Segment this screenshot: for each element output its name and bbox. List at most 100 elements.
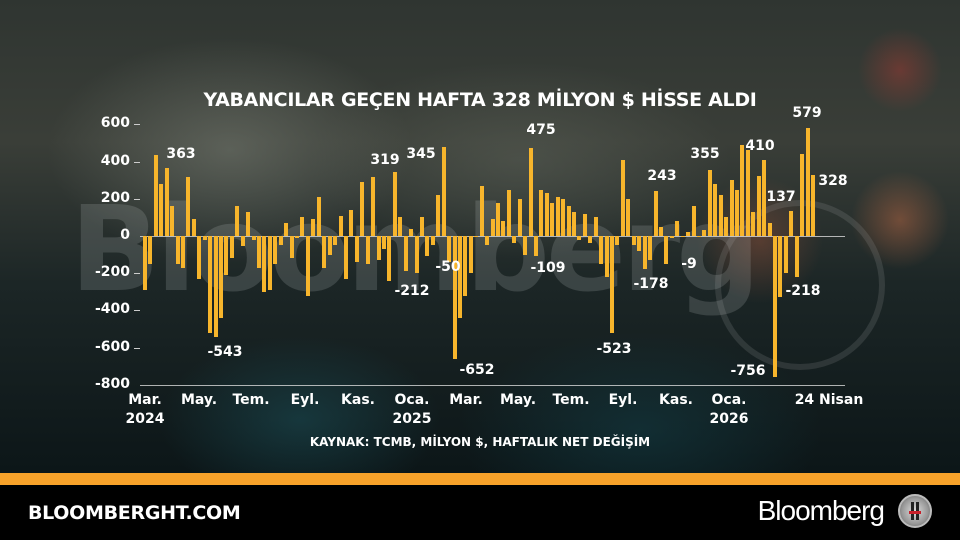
data-label: -523: [596, 341, 632, 357]
brand-name: Bloomberg: [757, 495, 885, 526]
data-label: 345: [406, 146, 436, 162]
ht-logo-icon: [898, 494, 932, 528]
bar: [414, 236, 419, 274]
bar: [186, 177, 191, 236]
bar: [620, 159, 625, 236]
zero-line: [140, 236, 845, 237]
data-label: -50: [435, 259, 461, 275]
y-tick-mark: [134, 161, 140, 163]
bar: [452, 236, 457, 359]
data-label: 355: [690, 146, 720, 162]
bar: [707, 169, 712, 236]
bar: [202, 236, 207, 240]
bar: [311, 219, 316, 236]
bar: [365, 236, 370, 264]
bar: [419, 217, 424, 236]
bar: [197, 236, 202, 279]
x-tick-label: May.: [499, 392, 537, 408]
bar: [235, 206, 240, 236]
y-tick-label: 400: [100, 152, 130, 169]
chart-title: YABANCILAR GEÇEN HAFTA 328 MİLYON $ HİSS…: [203, 89, 757, 111]
y-tick-label: -400: [94, 301, 130, 318]
data-label: 243: [647, 168, 677, 184]
bar: [381, 236, 386, 250]
bar: [284, 222, 289, 236]
x-tick-label: Eyl.: [290, 392, 320, 408]
bar: [566, 206, 571, 236]
bar: [740, 144, 745, 236]
x-tick-label: Tem.: [232, 392, 270, 408]
bar: [555, 196, 560, 236]
data-label: -109: [530, 260, 566, 276]
bar: [251, 236, 256, 240]
bar: [387, 236, 392, 281]
bar: [164, 168, 169, 236]
data-label: 363: [166, 146, 196, 162]
bar: [577, 236, 582, 240]
bar: [762, 159, 767, 236]
bar: [610, 236, 615, 334]
bar: [745, 150, 750, 236]
data-label: -212: [394, 283, 430, 299]
bar: [528, 147, 533, 236]
bar: [159, 183, 164, 236]
bar: [789, 210, 794, 236]
bar: [468, 236, 473, 274]
bar: [718, 195, 723, 236]
x-tick-label: Mar.: [449, 392, 483, 408]
bar: [441, 146, 446, 236]
bar: [208, 236, 213, 333]
bar: [642, 236, 647, 270]
bar: [371, 176, 376, 236]
bar: [534, 236, 539, 257]
x-tick-label: Kas.: [659, 392, 693, 408]
bar: [734, 189, 739, 236]
bar: [463, 236, 468, 296]
bar: [278, 236, 283, 246]
bar: [447, 236, 452, 263]
bar: [588, 236, 593, 244]
bar: [485, 236, 490, 246]
accent-strip: [0, 473, 960, 485]
bar: [664, 236, 669, 264]
bar: [267, 236, 272, 290]
y-tick-mark: [134, 347, 140, 349]
ht-logo-watermark: [715, 200, 885, 370]
bar: [767, 222, 772, 236]
data-label: 328: [818, 173, 848, 189]
bar: [343, 236, 348, 279]
bar: [550, 202, 555, 236]
data-label: 319: [370, 152, 400, 168]
data-label: 137: [766, 189, 796, 205]
bar: [295, 236, 300, 238]
data-label: 410: [745, 138, 775, 154]
bar: [474, 236, 479, 237]
bar: [403, 236, 408, 272]
bar: [327, 236, 332, 255]
bar: [637, 236, 642, 251]
bar: [181, 236, 186, 268]
bar: [316, 196, 321, 236]
x-tick-label: Oca. 2026: [709, 392, 749, 427]
bar: [648, 236, 653, 261]
x-tick-label: 24 Nisan: [794, 392, 864, 408]
bar: [257, 236, 262, 268]
y-tick-mark: [134, 310, 140, 312]
site-url[interactable]: BLOOMBERGHT.COM: [28, 502, 241, 524]
y-tick-label: -800: [94, 375, 130, 392]
x-tick-label: May.: [180, 392, 218, 408]
bar: [430, 236, 435, 246]
x-tick-label: Tem.: [552, 392, 590, 408]
bar: [376, 236, 381, 261]
bar: [702, 230, 707, 236]
bar: [409, 228, 414, 236]
data-label: -543: [207, 344, 243, 360]
x-tick-label: Oca. 2025: [392, 392, 432, 427]
bar: [496, 202, 500, 236]
footer: BLOOMBERGHT.COM Bloomberg: [0, 485, 960, 540]
bar: [626, 198, 631, 236]
bar: [213, 236, 218, 337]
y-tick-mark: [134, 124, 140, 126]
bar: [783, 236, 788, 274]
y-tick-label: 200: [100, 189, 130, 206]
